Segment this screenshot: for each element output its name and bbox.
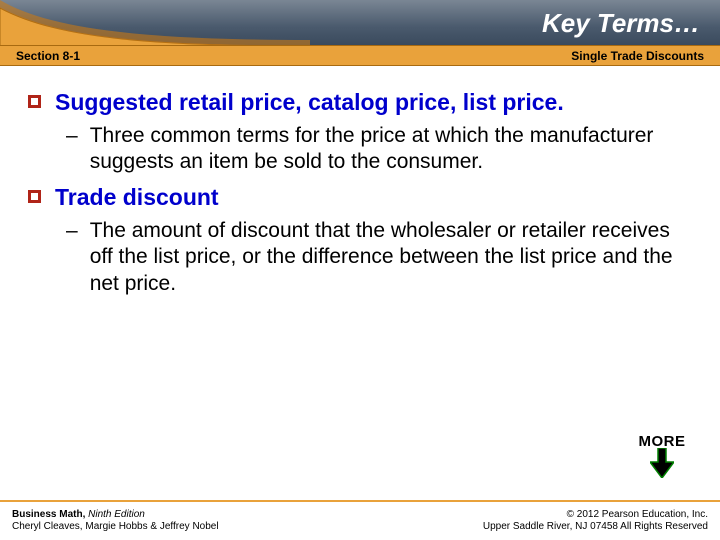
definition-text: The amount of discount that the wholesal… bbox=[90, 218, 692, 297]
definition-row: – Three common terms for the price at wh… bbox=[66, 123, 692, 176]
more-arrow-wrap bbox=[634, 448, 690, 478]
copyright: © 2012 Pearson Education, Inc. bbox=[567, 509, 708, 520]
term-heading-row: Trade discount bbox=[28, 183, 692, 212]
section-number: Section 8-1 bbox=[16, 49, 80, 63]
term-heading-row: Suggested retail price, catalog price, l… bbox=[28, 88, 692, 117]
definition-text: Three common terms for the price at whic… bbox=[90, 123, 692, 176]
dash-bullet-icon: – bbox=[66, 123, 78, 149]
square-bullet-icon bbox=[28, 190, 41, 203]
authors: Cheryl Cleaves, Margie Hobbs & Jeffrey N… bbox=[12, 521, 219, 532]
term-block: Suggested retail price, catalog price, l… bbox=[28, 88, 692, 175]
footer-left: Business Math, Ninth Edition Cheryl Clea… bbox=[12, 509, 219, 534]
address: Upper Saddle River, NJ 07458 All Rights … bbox=[483, 521, 708, 532]
term-title: Suggested retail price, catalog price, l… bbox=[55, 88, 564, 117]
term-block: Trade discount – The amount of discount … bbox=[28, 183, 692, 297]
book-edition: Ninth Edition bbox=[88, 509, 145, 520]
slide-footer: Business Math, Ninth Edition Cheryl Clea… bbox=[0, 500, 720, 540]
definition-row: – The amount of discount that the wholes… bbox=[66, 218, 692, 297]
section-topic: Single Trade Discounts bbox=[571, 49, 704, 63]
content-area: Suggested retail price, catalog price, l… bbox=[28, 88, 692, 305]
more-indicator[interactable]: MORE bbox=[634, 434, 690, 478]
section-bar: Section 8-1 Single Trade Discounts bbox=[0, 45, 720, 66]
book-title: Business Math, bbox=[12, 509, 85, 520]
term-title: Trade discount bbox=[55, 183, 219, 212]
square-bullet-icon bbox=[28, 95, 41, 108]
slide-header: Key Terms… Section 8-1 Single Trade Disc… bbox=[0, 0, 720, 66]
down-arrow-icon bbox=[650, 448, 674, 478]
footer-right: © 2012 Pearson Education, Inc. Upper Sad… bbox=[483, 509, 708, 534]
slide-title: Key Terms… bbox=[542, 8, 700, 39]
dash-bullet-icon: – bbox=[66, 218, 78, 244]
